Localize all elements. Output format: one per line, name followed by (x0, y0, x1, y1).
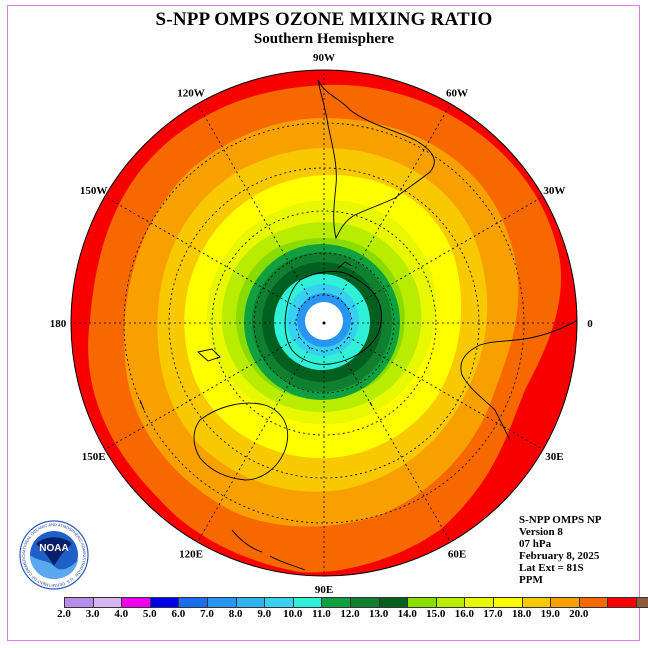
color-scale-tick-label: 14.0 (397, 608, 417, 620)
color-scale-tick-label: 9.0 (257, 608, 272, 620)
color-scale-tick-label: 18.0 (511, 608, 532, 620)
color-scale-swatch (93, 598, 123, 607)
color-scale-tick-label: 15.0 (426, 608, 446, 620)
color-scale-tick-label: 8.0 (228, 608, 243, 620)
color-scale-swatch (551, 598, 580, 607)
color-scale-ticks: 2.0 3.0 4.0 5.0 6.0 7.0 8.0 9.0 10.0 11.0 12.0 13.0… (52, 608, 612, 622)
color-scale-swatch (436, 598, 466, 607)
color-scale-swatch (65, 598, 94, 607)
info-version: Version 8 (519, 526, 563, 538)
noaa-logo-text: NOAA (39, 543, 68, 554)
south-pole-marker (322, 321, 326, 325)
map-subtitle: Southern Hemisphere (253, 31, 395, 47)
color-scale-bar (64, 597, 648, 608)
globe-border (70, 69, 578, 577)
info-lat-extent: Lat Ext = 81S (519, 562, 584, 574)
color-scale-swatch (465, 598, 494, 607)
color-scale-swatch (265, 598, 294, 607)
color-scale-tick-label: 7.0 (200, 608, 214, 620)
color-scale-tick-label: 16.0 (454, 608, 475, 620)
color-scale-tick-label: 6.0 (171, 608, 186, 620)
color-scale-tick-label: 19.0 (540, 608, 560, 620)
color-scale-tick-label: 11.0 (312, 608, 331, 620)
color-scale-swatch (522, 598, 552, 607)
coastlines (139, 79, 577, 571)
longitude-label: 150W (80, 185, 108, 197)
info-instrument: S-NPP OMPS NP (519, 514, 602, 526)
color-scale-tick-label: 17.0 (483, 608, 503, 620)
color-scale-swatch (579, 598, 609, 607)
longitude-label: 30E (545, 451, 563, 463)
map-title: S-NPP OMPS OZONE MIXING RATIO (155, 9, 493, 30)
longitude-label: 180 (50, 318, 67, 330)
info-date: February 8, 2025 (519, 550, 600, 562)
color-scale-swatch (322, 598, 351, 607)
info-block: S-NPP OMPS NP Version 8 07 hPa February … (519, 514, 602, 586)
longitude-label: 90E (315, 584, 333, 596)
color-scale-swatch (350, 598, 380, 607)
longitude-label: 90W (313, 52, 335, 64)
longitude-label: 60E (448, 548, 466, 560)
color-scale-tick-label: 4.0 (114, 608, 129, 620)
longitude-label: 0 (587, 318, 593, 330)
longitude-label: 120W (177, 88, 205, 100)
ozone-contours (71, 70, 577, 576)
longitude-label: 30W (543, 185, 565, 197)
color-scale-swatch (122, 598, 151, 607)
longitude-label: 150E (82, 451, 106, 463)
color-scale-swatch (408, 598, 437, 607)
color-scale-tick-label: 2.0 (57, 608, 71, 620)
color-scale-swatch (493, 598, 523, 607)
color-scale-tick-label: 3.0 (85, 608, 100, 620)
color-scale-swatch (379, 598, 409, 607)
color-scale-swatch (608, 598, 637, 607)
longitude-label: 60W (446, 88, 468, 100)
color-scale-tick-label: 13.0 (368, 608, 389, 620)
info-pressure: 07 hPa (519, 538, 552, 550)
color-scale-tick-label: 5.0 (142, 608, 157, 620)
longitude-labels: 90W 60W 30W 0 30E 60E 90E 120E 150E 180 150W 120W (50, 52, 594, 596)
color-scale-swatch (150, 598, 180, 607)
color-scale-swatch (293, 598, 323, 607)
color-scale-tick-label: 10.0 (283, 608, 303, 620)
color-scale-swatch (179, 598, 208, 607)
color-scale-swatch (636, 598, 648, 607)
noaa-logo: NOAA NATIONAL OCEANIC AND ATMOSPHERIC AD… (19, 520, 89, 590)
color-scale-tick-label: 20.0 (569, 608, 589, 620)
color-scale-tick-label: 12.0 (340, 608, 360, 620)
color-scale-swatch (207, 598, 237, 607)
color-scale-swatch (236, 598, 266, 607)
info-units: PPM (519, 574, 543, 586)
longitude-label: 120E (179, 548, 203, 560)
